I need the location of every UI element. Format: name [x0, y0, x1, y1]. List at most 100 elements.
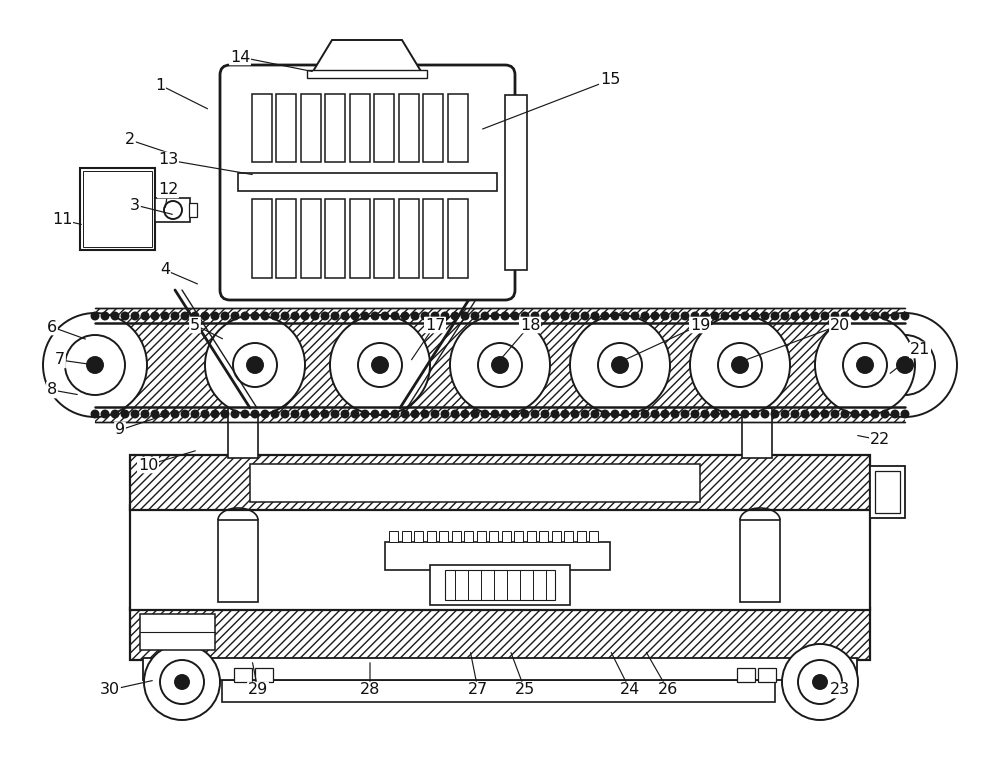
Bar	[222, 680, 775, 702]
Text: 20: 20	[830, 317, 850, 332]
Circle shape	[612, 410, 618, 417]
Circle shape	[772, 410, 778, 417]
Text: 19: 19	[690, 317, 710, 332]
Text: 7: 7	[55, 353, 65, 367]
Text: 24: 24	[620, 682, 640, 697]
Circle shape	[372, 357, 388, 373]
Circle shape	[332, 313, 338, 320]
Circle shape	[852, 410, 858, 417]
Circle shape	[247, 357, 263, 373]
Bar	[389, 531, 398, 542]
Circle shape	[742, 410, 748, 417]
Text: 2: 2	[125, 133, 135, 147]
Circle shape	[752, 313, 759, 320]
Bar	[414, 531, 423, 542]
Circle shape	[65, 335, 125, 395]
Circle shape	[222, 410, 228, 417]
Circle shape	[478, 343, 522, 387]
Circle shape	[852, 313, 858, 320]
Circle shape	[222, 313, 228, 320]
Circle shape	[662, 410, 668, 417]
Bar	[430, 565, 570, 605]
Circle shape	[392, 313, 398, 320]
Circle shape	[622, 313, 629, 320]
Circle shape	[582, 313, 588, 320]
Circle shape	[742, 313, 748, 320]
Text: 4: 4	[160, 263, 170, 278]
Bar	[252, 94, 272, 162]
Bar	[452, 531, 460, 542]
Circle shape	[192, 410, 198, 417]
Circle shape	[272, 313, 278, 320]
Circle shape	[162, 410, 168, 417]
Circle shape	[592, 410, 598, 417]
Bar	[374, 94, 394, 162]
Circle shape	[632, 313, 639, 320]
Bar	[325, 199, 345, 278]
Circle shape	[102, 410, 108, 417]
Text: 14: 14	[230, 49, 250, 65]
Circle shape	[892, 313, 898, 320]
Text: 29: 29	[248, 682, 268, 697]
Bar	[301, 94, 321, 162]
Circle shape	[322, 410, 328, 417]
Bar	[589, 531, 598, 542]
Bar	[385, 542, 610, 570]
Text: 27: 27	[468, 682, 488, 697]
Bar	[737, 668, 755, 682]
Bar	[870, 466, 905, 518]
Bar	[218, 520, 258, 602]
Circle shape	[132, 313, 138, 320]
Text: 6: 6	[47, 320, 57, 335]
Circle shape	[142, 410, 148, 417]
Circle shape	[792, 410, 798, 417]
Circle shape	[422, 313, 428, 320]
Circle shape	[152, 410, 158, 417]
Circle shape	[782, 313, 788, 320]
Circle shape	[652, 313, 658, 320]
Circle shape	[312, 313, 318, 320]
Circle shape	[875, 335, 935, 395]
Circle shape	[160, 660, 204, 704]
Text: 30: 30	[100, 682, 120, 697]
Bar	[740, 520, 780, 602]
Circle shape	[422, 410, 428, 417]
Circle shape	[692, 410, 698, 417]
Circle shape	[552, 313, 558, 320]
Bar	[505, 95, 527, 270]
Circle shape	[43, 313, 147, 417]
Circle shape	[798, 660, 842, 704]
Circle shape	[242, 410, 248, 417]
Bar	[539, 531, 548, 542]
Circle shape	[572, 410, 578, 417]
Bar	[564, 531, 573, 542]
Circle shape	[432, 410, 438, 417]
Circle shape	[762, 410, 768, 417]
Bar	[758, 668, 776, 682]
Circle shape	[592, 313, 598, 320]
Circle shape	[622, 410, 629, 417]
Polygon shape	[312, 40, 422, 73]
Bar	[250, 464, 700, 502]
Circle shape	[332, 410, 338, 417]
Bar	[477, 531, 486, 542]
Circle shape	[612, 357, 628, 373]
Bar	[374, 199, 394, 278]
Bar	[255, 668, 273, 682]
Circle shape	[205, 315, 305, 415]
Bar	[439, 531, 448, 542]
Circle shape	[362, 410, 368, 417]
Circle shape	[532, 313, 538, 320]
Circle shape	[122, 410, 128, 417]
Circle shape	[572, 313, 578, 320]
Circle shape	[842, 410, 848, 417]
Circle shape	[482, 410, 488, 417]
Circle shape	[452, 313, 458, 320]
Circle shape	[570, 315, 670, 415]
Circle shape	[342, 313, 349, 320]
Circle shape	[162, 313, 168, 320]
Circle shape	[732, 410, 738, 417]
Circle shape	[132, 410, 138, 417]
Circle shape	[492, 357, 508, 373]
Circle shape	[712, 410, 718, 417]
